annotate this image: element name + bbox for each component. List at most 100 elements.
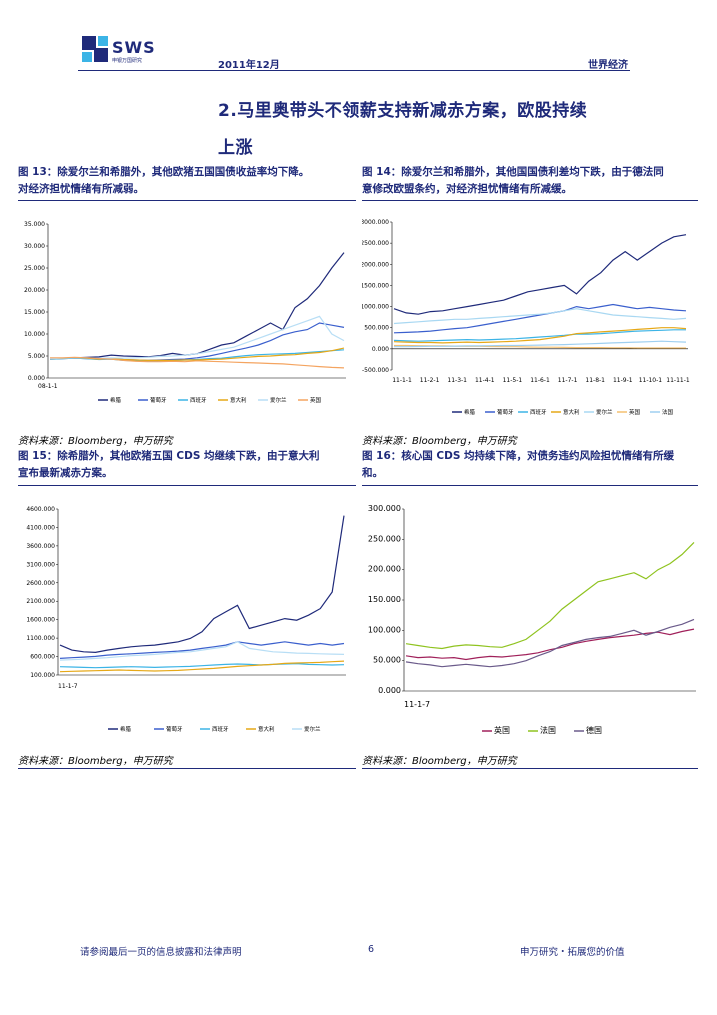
series-line-2 [59,663,345,669]
legend-label: 爱尔兰 [304,725,321,733]
legend-label: 葡萄牙 [497,408,514,416]
y-tick-label: 300.000 [368,504,401,513]
legend-label: 德国 [586,725,602,735]
y-tick-label: 30.000 [24,243,45,250]
x-tick-label: 11-3-1 [447,377,467,384]
legend-label: 意大利 [230,396,247,404]
chart-cds-core: 300.000 250.000 200.000 150.000 100.000 50.00… [368,504,696,735]
y-tick-label: 0.000 [372,346,389,353]
legend-label: 意大利 [258,725,275,733]
figure-14-caption-line2: 意修改欧盟条约，对经济担忧情绪有所减缓。 [362,183,572,195]
section-title-line2: 上涨 [218,138,253,158]
legend-label: 葡萄牙 [166,725,183,733]
brand-subtext: 申银万国研究 [112,58,143,64]
series-line-3 [59,660,345,673]
figure-15-caption-line1: 图 15：除希腊外，其他欧猪五国 CDS 均继续下跌，由于意大利 [18,450,320,462]
chart-spreads: 3000.000 2500.000 2000.000 1500.000 1000.000… [362,219,690,416]
legend-label: 爱尔兰 [596,408,613,416]
x-tick-label: 11-8-1 [585,377,605,384]
y-tick-label: 5.000 [28,353,45,360]
figure-15-source: 资料来源：Bloomberg，申万研究 [18,756,173,767]
figure-14-caption-rule [362,200,698,201]
y-tick-label: 25.000 [24,265,45,272]
y-tick-label: 250.000 [368,534,401,543]
y-tick-label: 2500.000 [362,240,389,247]
series-line-6 [394,340,687,348]
y-tick-label: 2600.000 [26,580,55,587]
y-tick-label: 600.000 [30,654,55,661]
series-line-1 [59,641,345,659]
series-line-4 [393,308,687,325]
y-tick-label: 150.000 [368,595,401,604]
series-line-0 [49,252,345,360]
y-tick-label: 100.000 [368,625,401,634]
chart-yields: 35.000 30.000 25.000 20.000 15.000 10.000 5.00… [24,221,346,404]
figure-16-caption-line2: 和。 [362,467,383,479]
x-tick-label: 11-1-1 [392,377,412,384]
figure-13-caption-line1: 图 13：除爱尔兰和希腊外，其他欧猪五国国债收益率均下降。 [18,166,310,178]
series-line-4 [49,315,345,360]
legend-label: 法国 [540,725,556,735]
y-tick-label: 10.000 [24,331,45,338]
figure-13-caption-rule [18,200,356,201]
figure-16-source: 资料来源：Bloomberg，申万研究 [362,756,517,767]
legend-label: 葡萄牙 [150,396,167,404]
y-tick-label: 0.000 [28,375,45,382]
y-tick-label: 500.000 [364,325,389,332]
series-line-0 [405,628,695,661]
legend-label: 希腊 [464,408,476,416]
figure-14-caption-line1: 图 14：除爱尔兰和希腊外，其他国国债利差均下跌，由于德法同 [362,166,664,178]
x-tick-label: 11-11-1 [666,377,690,384]
x-tick-label: 11-1-7 [404,700,430,709]
figure-16-caption-line1: 图 16：核心国 CDS 均持续下降，对债务违约风险担忧情绪有所缓 [362,450,675,462]
x-tick-label: 11-4-1 [475,377,495,384]
y-tick-label: 1000.000 [362,304,389,311]
legend-label: 英国 [629,408,641,416]
y-tick-label: -500.000 [362,367,389,374]
x-tick-label: 11-10-1 [639,377,663,384]
y-tick-label: 15.000 [24,309,45,316]
figure-15-source-rule [18,768,356,769]
legend-label: 希腊 [110,396,122,404]
series-line-2 [405,618,695,668]
legend-label: 西班牙 [212,725,229,733]
y-tick-label: 3600.000 [26,543,55,550]
y-tick-label: 2000.000 [362,261,389,268]
chart-cds-pigs: 4600.000 4100.000 3600.000 3100.000 2600.000… [26,506,346,733]
legend-label: 希腊 [120,725,132,733]
figure-15-caption-rule [18,485,356,486]
x-tick-label: 11-1-7 [58,683,78,690]
legend-label: 意大利 [563,408,580,416]
y-tick-label: 1100.000 [26,635,55,642]
legend-label: 爱尔兰 [270,396,287,404]
x-tick-label: 11-5-1 [503,377,523,384]
figure-16-source-rule [362,768,698,769]
y-tick-label: 100.000 [30,672,55,679]
legend-label: 法国 [662,408,674,416]
figure-15-caption-line2: 宣布最新减赤方案。 [18,467,113,479]
legend-label: 西班牙 [190,396,207,404]
x-tick-label: 11-7-1 [558,377,578,384]
x-tick-label: 11-2-1 [420,377,440,384]
footer-slogan: 申万研究・拓展您的价值 [520,947,625,958]
y-tick-label: 2100.000 [26,598,55,605]
x-tick-label: 11-9-1 [613,377,633,384]
legend-label: 英国 [310,396,322,404]
y-tick-label: 200.000 [368,565,401,574]
y-tick-label: 4600.000 [26,506,55,513]
brand-text: SWS [112,38,156,57]
x-tick-label: 08-1-1 [38,383,58,390]
footer-page-number: 6 [368,944,375,955]
y-tick-label: 1500.000 [362,282,389,289]
header-section: 世界经济 [588,60,628,71]
figure-13-source: 资料来源：Bloomberg，申万研究 [18,436,173,447]
figure-13-caption-line2: 对经济担忧情绪有所减弱。 [18,183,144,195]
figure-14-source: 资料来源：Bloomberg，申万研究 [362,436,517,447]
y-tick-label: 35.000 [24,221,45,228]
y-tick-label: 3100.000 [26,561,55,568]
section-title-line1: 2.马里奥带头不领薪支持新减赤方案，欧股持续 [218,101,588,121]
series-line-5 [50,356,345,369]
y-tick-label: 0.000 [378,686,401,695]
legend-label: 西班牙 [530,408,547,416]
y-tick-label: 20.000 [24,287,45,294]
